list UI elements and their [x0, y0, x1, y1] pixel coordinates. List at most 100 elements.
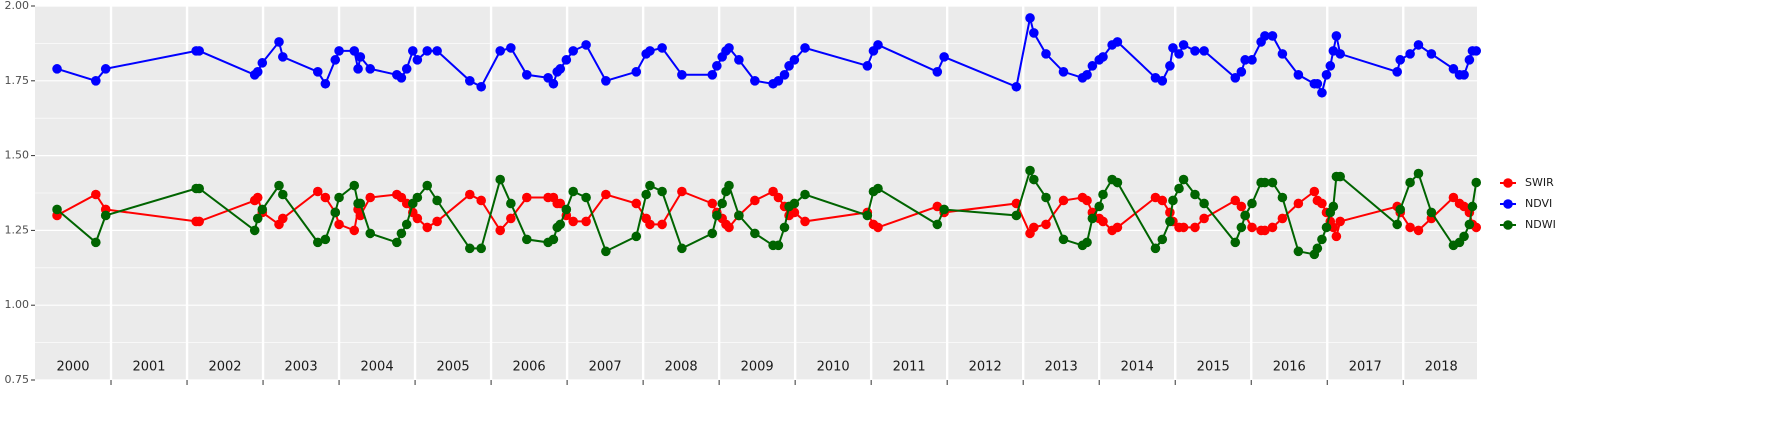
data-point	[1448, 192, 1459, 203]
data-point	[1312, 243, 1323, 254]
year-label: 2015	[1197, 360, 1230, 375]
data-point	[91, 237, 101, 248]
data-point	[349, 225, 360, 236]
data-point	[1199, 213, 1209, 224]
data-point	[422, 46, 433, 56]
data-point	[555, 198, 566, 209]
y-tick-label: 1.75	[5, 74, 30, 87]
data-point	[1011, 81, 1022, 92]
data-point	[330, 207, 341, 218]
data-point	[1328, 222, 1339, 233]
data-point	[581, 192, 591, 203]
data-point	[707, 228, 718, 239]
data-point	[278, 189, 288, 200]
data-point	[401, 64, 412, 74]
data-point	[432, 195, 442, 206]
data-point	[476, 81, 487, 92]
data-point	[312, 237, 323, 248]
data-point	[1405, 177, 1415, 188]
data-point	[1464, 219, 1475, 230]
data-point	[1331, 31, 1342, 41]
data-point	[677, 186, 687, 197]
y-tick-label: 1.25	[5, 223, 30, 236]
data-point	[631, 231, 642, 242]
data-point	[657, 219, 667, 230]
data-point	[194, 183, 204, 194]
data-point	[330, 55, 341, 65]
data-point	[1178, 174, 1189, 185]
data-point	[789, 198, 800, 209]
data-point	[1157, 76, 1168, 86]
data-point	[712, 61, 722, 71]
data-point	[1293, 246, 1304, 257]
data-point	[1267, 31, 1278, 41]
data-point	[555, 64, 566, 74]
data-point	[1335, 171, 1345, 182]
data-point	[1011, 210, 1022, 221]
data-point	[1058, 195, 1069, 206]
data-point	[631, 198, 642, 209]
data-point	[873, 222, 883, 233]
data-point	[91, 189, 101, 200]
data-point	[641, 189, 651, 200]
data-point	[1190, 222, 1200, 233]
data-point	[1112, 37, 1123, 47]
data-point	[712, 210, 722, 221]
data-point	[555, 219, 566, 230]
data-point	[465, 189, 475, 200]
data-point	[1335, 216, 1345, 227]
data-point	[1247, 222, 1257, 233]
year-label: 2004	[361, 360, 394, 375]
legend-label: NDWI	[1525, 218, 1556, 231]
data-point	[707, 198, 718, 209]
data-point	[1459, 231, 1469, 242]
data-point	[365, 228, 376, 239]
data-point	[800, 43, 810, 53]
data-point	[1405, 222, 1415, 233]
data-point	[1312, 78, 1323, 89]
y-tick-label: 0.75	[5, 373, 30, 386]
data-point	[312, 186, 323, 197]
year-label: 2016	[1273, 360, 1306, 375]
data-point	[645, 46, 655, 56]
data-point	[1392, 67, 1402, 77]
data-point	[407, 46, 418, 56]
data-point	[52, 64, 62, 74]
data-point	[1321, 222, 1332, 233]
data-point	[1317, 198, 1327, 209]
data-point	[422, 180, 433, 191]
data-point	[773, 76, 784, 86]
data-point	[779, 70, 790, 80]
data-point	[506, 213, 516, 224]
data-point	[1247, 198, 1257, 209]
data-point	[1029, 28, 1039, 38]
data-point	[1190, 189, 1200, 200]
data-point	[1098, 189, 1108, 200]
data-point	[1267, 222, 1278, 233]
data-point	[932, 67, 943, 77]
data-point	[581, 216, 591, 227]
data-point	[724, 180, 734, 191]
year-label: 2009	[741, 360, 774, 375]
data-point	[1168, 195, 1178, 206]
data-point	[657, 186, 667, 197]
data-point	[353, 64, 363, 74]
data-point	[1029, 222, 1039, 233]
data-point	[274, 180, 284, 191]
data-point	[1240, 55, 1250, 65]
data-point	[1199, 198, 1209, 209]
data-point	[1029, 174, 1039, 185]
data-point	[561, 55, 572, 65]
data-point	[1277, 192, 1288, 203]
data-point	[1098, 52, 1108, 62]
data-point	[581, 40, 591, 50]
data-point	[645, 180, 655, 191]
year-label: 2005	[437, 360, 470, 375]
legend-label: SWIR	[1525, 176, 1554, 189]
data-point	[495, 174, 506, 185]
data-point	[1041, 49, 1051, 59]
data-point	[257, 204, 268, 215]
legend-marker	[1503, 178, 1513, 188]
data-point	[522, 234, 532, 245]
data-point	[1413, 40, 1424, 50]
